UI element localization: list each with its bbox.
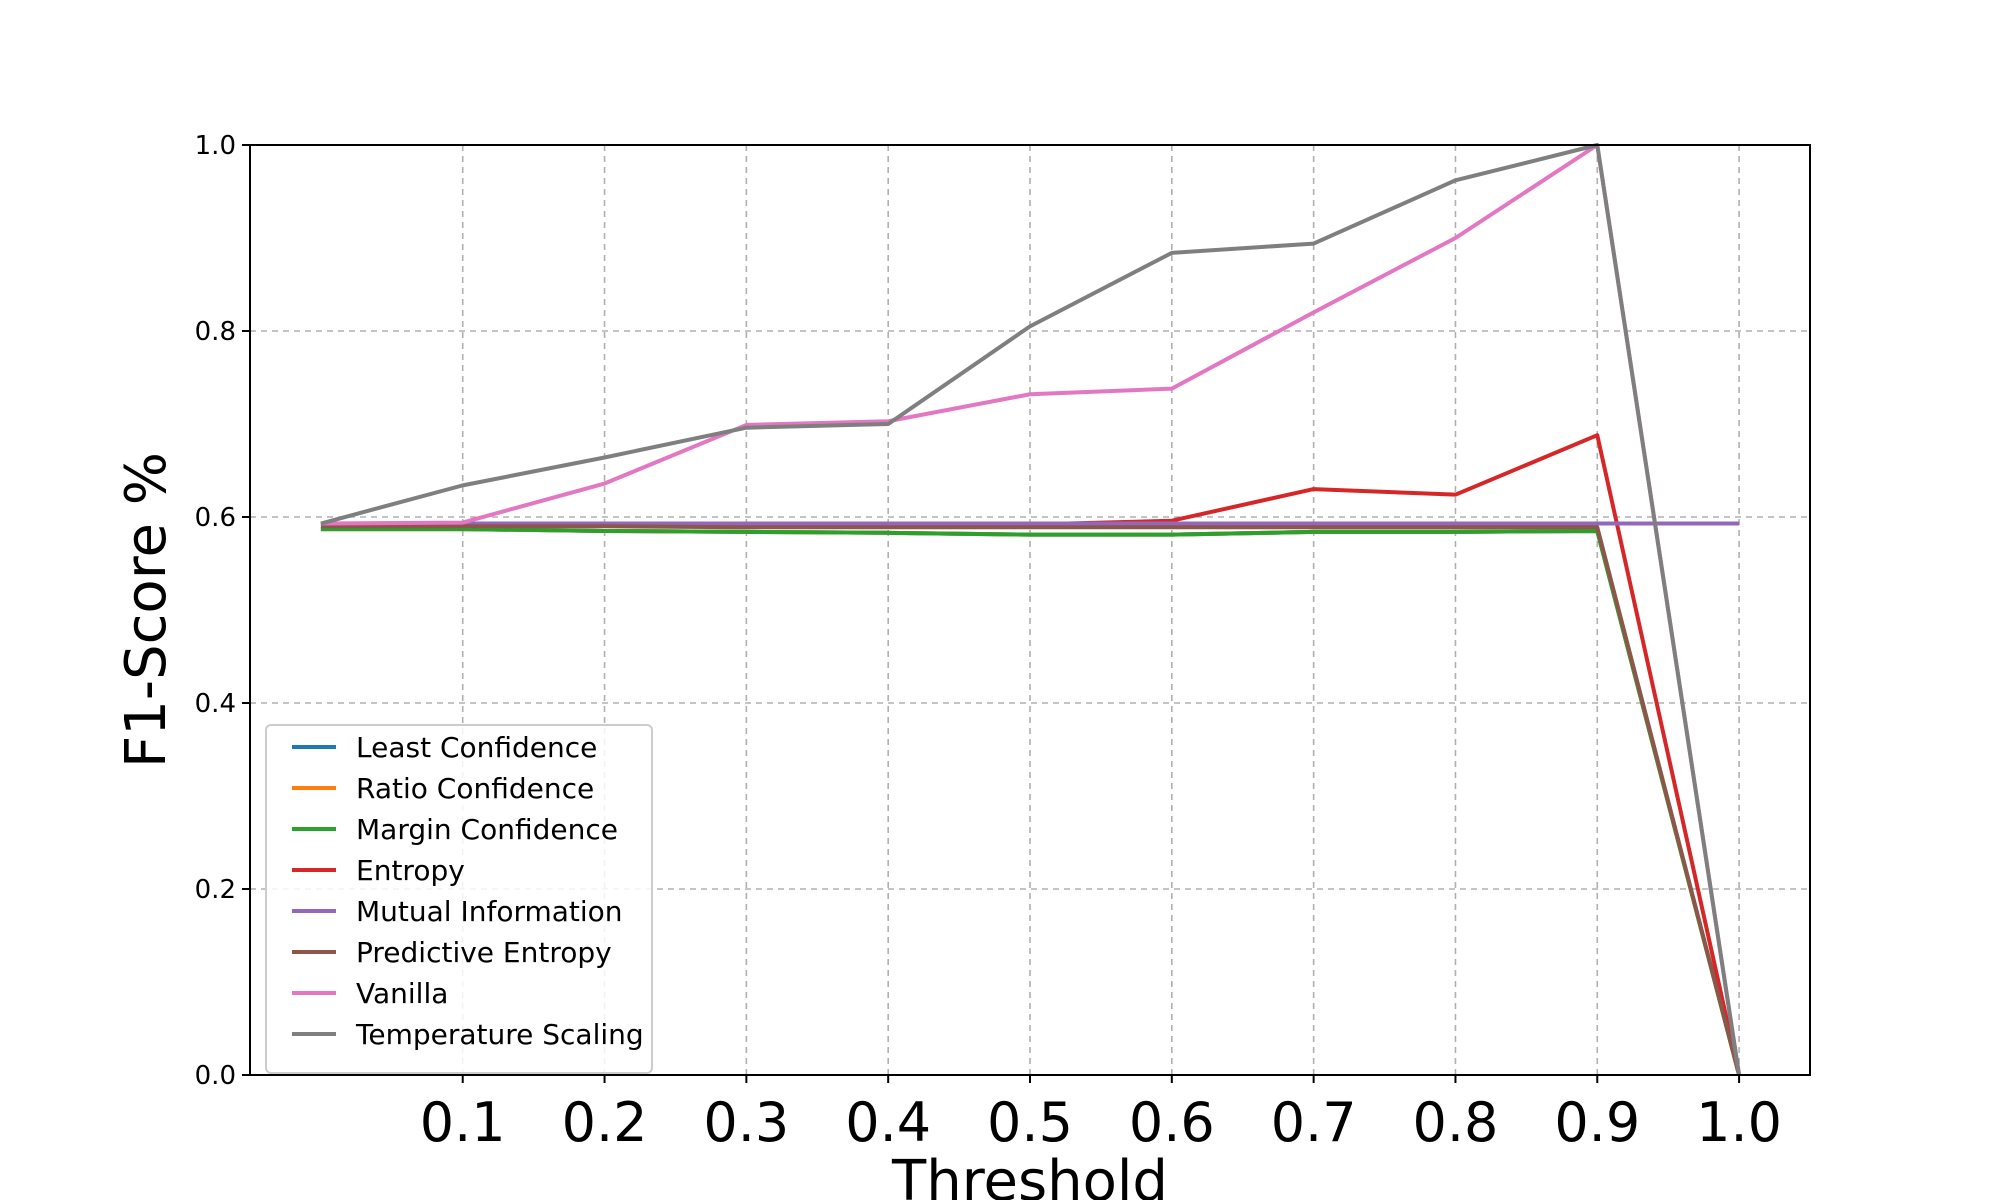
x-tick-label: 0.7 bbox=[1271, 1091, 1357, 1154]
y-tick-label: 0.8 bbox=[195, 317, 236, 347]
x-tick-label: 0.5 bbox=[987, 1091, 1073, 1154]
legend-label-predictive-entropy: Predictive Entropy bbox=[356, 936, 612, 969]
series-line-predictive-entropy bbox=[320, 524, 1742, 1076]
legend-label-ratio-confidence: Ratio Confidence bbox=[356, 772, 594, 805]
y-tick-label: 1.0 bbox=[195, 131, 236, 161]
x-tick-label: 1.0 bbox=[1696, 1091, 1782, 1154]
x-tick-label: 0.3 bbox=[703, 1091, 789, 1154]
series-line-vanilla bbox=[320, 143, 1742, 1076]
y-axis-ticks: 0.0 0.2 0.4 0.6 0.8 1.0 bbox=[195, 131, 250, 1091]
x-tick-label: 0.2 bbox=[562, 1091, 648, 1154]
x-tick-label: 0.8 bbox=[1413, 1091, 1499, 1154]
legend: Least Confidence Ratio Confidence Margin C… bbox=[265, 724, 653, 1074]
y-tick-label: 0.0 bbox=[195, 1061, 236, 1091]
legend-label-entropy: Entropy bbox=[356, 854, 465, 887]
x-axis-label: Threshold bbox=[891, 1149, 1168, 1200]
y-tick-label: 0.6 bbox=[195, 503, 236, 533]
legend-label-margin-confidence: Margin Confidence bbox=[356, 813, 618, 846]
y-tick-label: 0.2 bbox=[195, 875, 236, 905]
y-axis-label: F1-Score % bbox=[114, 452, 179, 768]
y-tick-label: 0.4 bbox=[195, 689, 236, 719]
x-tick-label: 0.6 bbox=[1129, 1091, 1215, 1154]
x-tick-label: 0.9 bbox=[1554, 1091, 1640, 1154]
legend-label-vanilla: Vanilla bbox=[356, 977, 448, 1010]
legend-box bbox=[265, 724, 653, 1074]
x-tick-label: 0.4 bbox=[845, 1091, 931, 1154]
grid-lines bbox=[250, 145, 1810, 1075]
series-line-temperature-scaling bbox=[320, 143, 1742, 1076]
x-axis-ticks: 0.1 0.2 0.3 0.4 0.5 0.6 0.7 0.8 0.9 1.0 bbox=[420, 1075, 1782, 1154]
legend-label-least-confidence: Least Confidence bbox=[356, 731, 597, 764]
legend-label-mutual-information: Mutual Information bbox=[356, 895, 623, 928]
legend-label-temperature-scaling: Temperature Scaling bbox=[355, 1018, 644, 1051]
series-lines bbox=[320, 143, 1742, 1076]
series-line-margin-confidence bbox=[320, 527, 1742, 1076]
x-tick-label: 0.1 bbox=[420, 1091, 506, 1154]
